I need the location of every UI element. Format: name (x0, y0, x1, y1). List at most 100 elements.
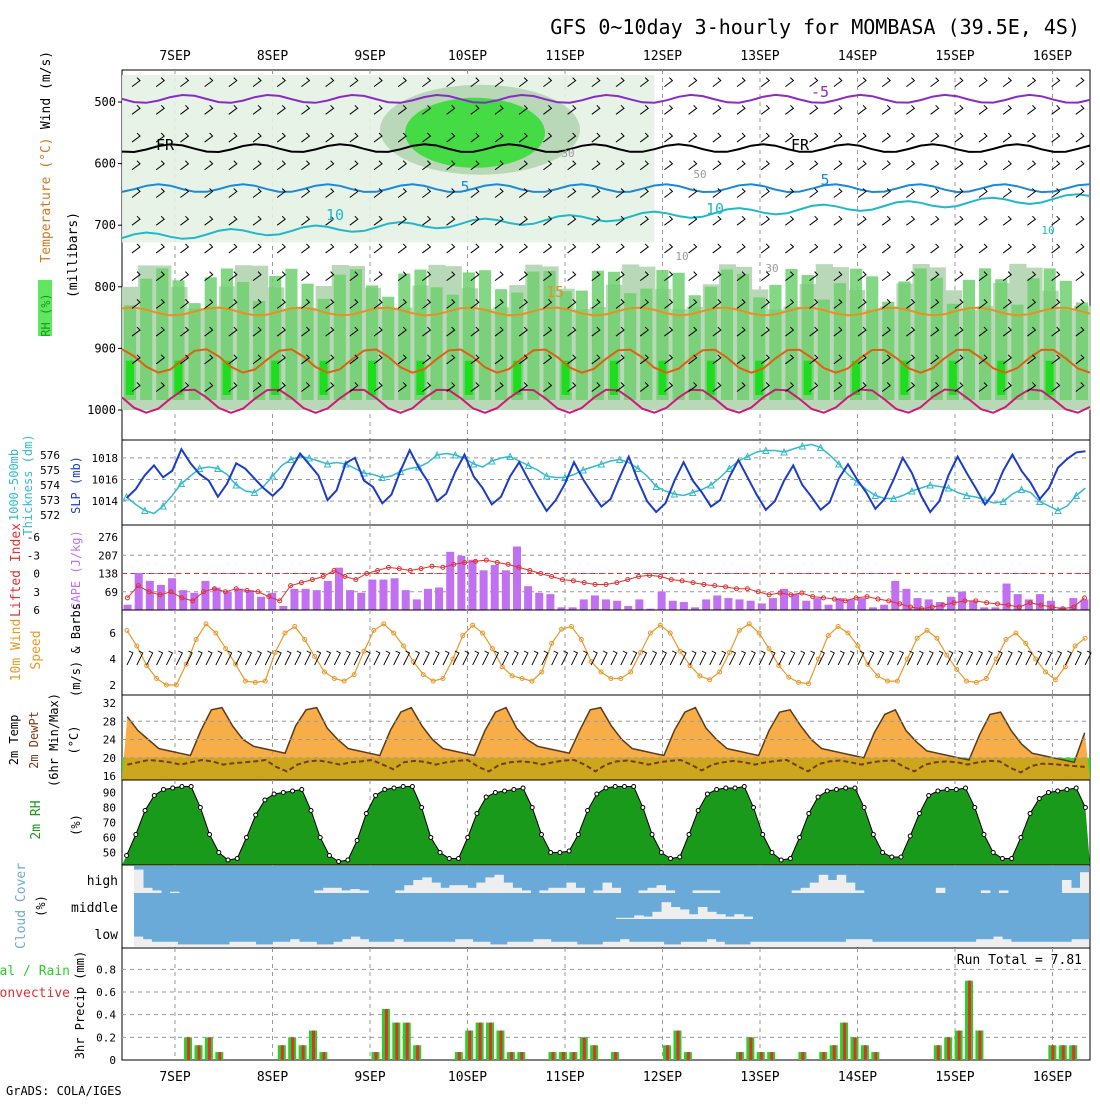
wind-barb (518, 243, 528, 254)
lifted-index-point (233, 586, 239, 592)
lifted-index-point (973, 598, 979, 604)
rh2m-tick-label: 80 (103, 802, 116, 815)
wind-barb (228, 188, 238, 198)
wind-barb (567, 354, 577, 365)
wind-speed-point (786, 674, 792, 680)
rh2m-point (585, 808, 591, 813)
wind-barb (857, 382, 867, 392)
contour-label: 5 (460, 178, 469, 196)
wind-speed-point (252, 679, 258, 685)
lifted-index-point (603, 581, 609, 587)
cloud-bar-high (485, 877, 495, 893)
thickness-point (999, 497, 1008, 505)
rh2m-point (1046, 790, 1052, 795)
wind-barb-10m (353, 650, 361, 666)
lifted-index-point (1005, 602, 1011, 608)
chart-title: GFS 0~10day 3-hourly for MOMBASA (39.5E,… (550, 15, 1080, 39)
lifted-index-point (266, 594, 272, 600)
wind-barb (978, 243, 988, 254)
thickness-point (433, 450, 441, 459)
wind-speed-point (183, 661, 189, 667)
wind-barb-10m (274, 650, 282, 666)
wind-axis-label: Wind (m/s) (39, 51, 54, 129)
wind-barb (639, 215, 649, 226)
cloud-bar-high (539, 890, 549, 893)
precip-panel (121, 947, 1091, 1061)
wind-barb (906, 271, 916, 282)
wind-barb (276, 104, 286, 115)
wind-barb (906, 77, 916, 87)
rh-band-saturated (948, 360, 957, 395)
cloud-bar-high (791, 890, 802, 893)
cloud-bar-low (793, 941, 803, 947)
rh2m-point (234, 856, 240, 861)
wind-speed-point (608, 676, 614, 681)
rh-band-saturated (706, 360, 715, 395)
cape-bar (123, 604, 132, 610)
wind-barb (470, 271, 480, 282)
cloud-bar-low (394, 939, 404, 947)
wind-barb (180, 299, 190, 309)
wind-barb (252, 188, 262, 198)
lifted-index-point (897, 601, 903, 607)
wind-barb (349, 160, 359, 171)
wind-barb (881, 77, 891, 87)
lifted-index-point (821, 595, 827, 601)
wind-barb (954, 382, 964, 392)
rh2m-point (216, 850, 222, 855)
wind-barb (881, 188, 891, 198)
wind-barb (1075, 299, 1085, 309)
cloud-bar-low (377, 941, 387, 947)
wind-speed-point (302, 637, 308, 642)
wind-barb (301, 77, 311, 87)
cloud-bar-low (160, 941, 170, 947)
wind-speed-point (746, 621, 752, 627)
wind-barb (518, 215, 528, 226)
thickness-point (141, 506, 149, 514)
wind-speed-point (272, 650, 278, 655)
wind-barb (204, 104, 214, 115)
wind-barb (833, 132, 843, 143)
cloud-bar-low (654, 941, 665, 947)
cape-bar (156, 584, 165, 610)
wind-barb (494, 354, 504, 365)
thickness-point (597, 459, 606, 468)
wind-speed-point (371, 627, 377, 633)
wind-barb-10m (136, 650, 144, 666)
precip-convective-bar (499, 1030, 503, 1060)
lifted-index-point (1071, 604, 1077, 610)
wind-barb (688, 299, 698, 309)
wind-barb (349, 132, 359, 143)
lifted-index-point (1049, 604, 1055, 610)
wind-barb (228, 243, 238, 254)
wind-barb (1027, 77, 1037, 87)
wind-barb (736, 77, 746, 87)
cloud-bar-high (314, 890, 324, 893)
rh-band-saturated (561, 360, 570, 395)
cloud-bar-low (958, 941, 968, 947)
wind-barb-10m (383, 650, 391, 666)
wind-barb (422, 77, 432, 87)
thickness-point (214, 464, 222, 472)
thickness-point (615, 455, 624, 463)
wind-barb (591, 215, 601, 226)
wind-barb-10m (847, 650, 855, 666)
wind-barb (736, 243, 746, 254)
wind-barb (1002, 243, 1012, 254)
wind-barb (301, 132, 311, 143)
cloud-bar-low (950, 941, 960, 947)
wind-speed-point (904, 656, 910, 662)
wind-barb-10m (877, 650, 885, 666)
wind-barb (615, 132, 625, 143)
cloud-bar-low (446, 941, 456, 947)
cloud-bar-high (548, 887, 558, 893)
cloud-bar-low (750, 941, 760, 947)
rh2m-point (778, 857, 784, 863)
wind-barb (131, 382, 141, 392)
rh2m-area (122, 786, 1090, 865)
lifted-index-point (886, 598, 892, 604)
wind-barb (228, 299, 238, 309)
wind-barb (785, 215, 795, 226)
precip-convective-bar (280, 1045, 284, 1060)
wind-barb (736, 188, 746, 198)
